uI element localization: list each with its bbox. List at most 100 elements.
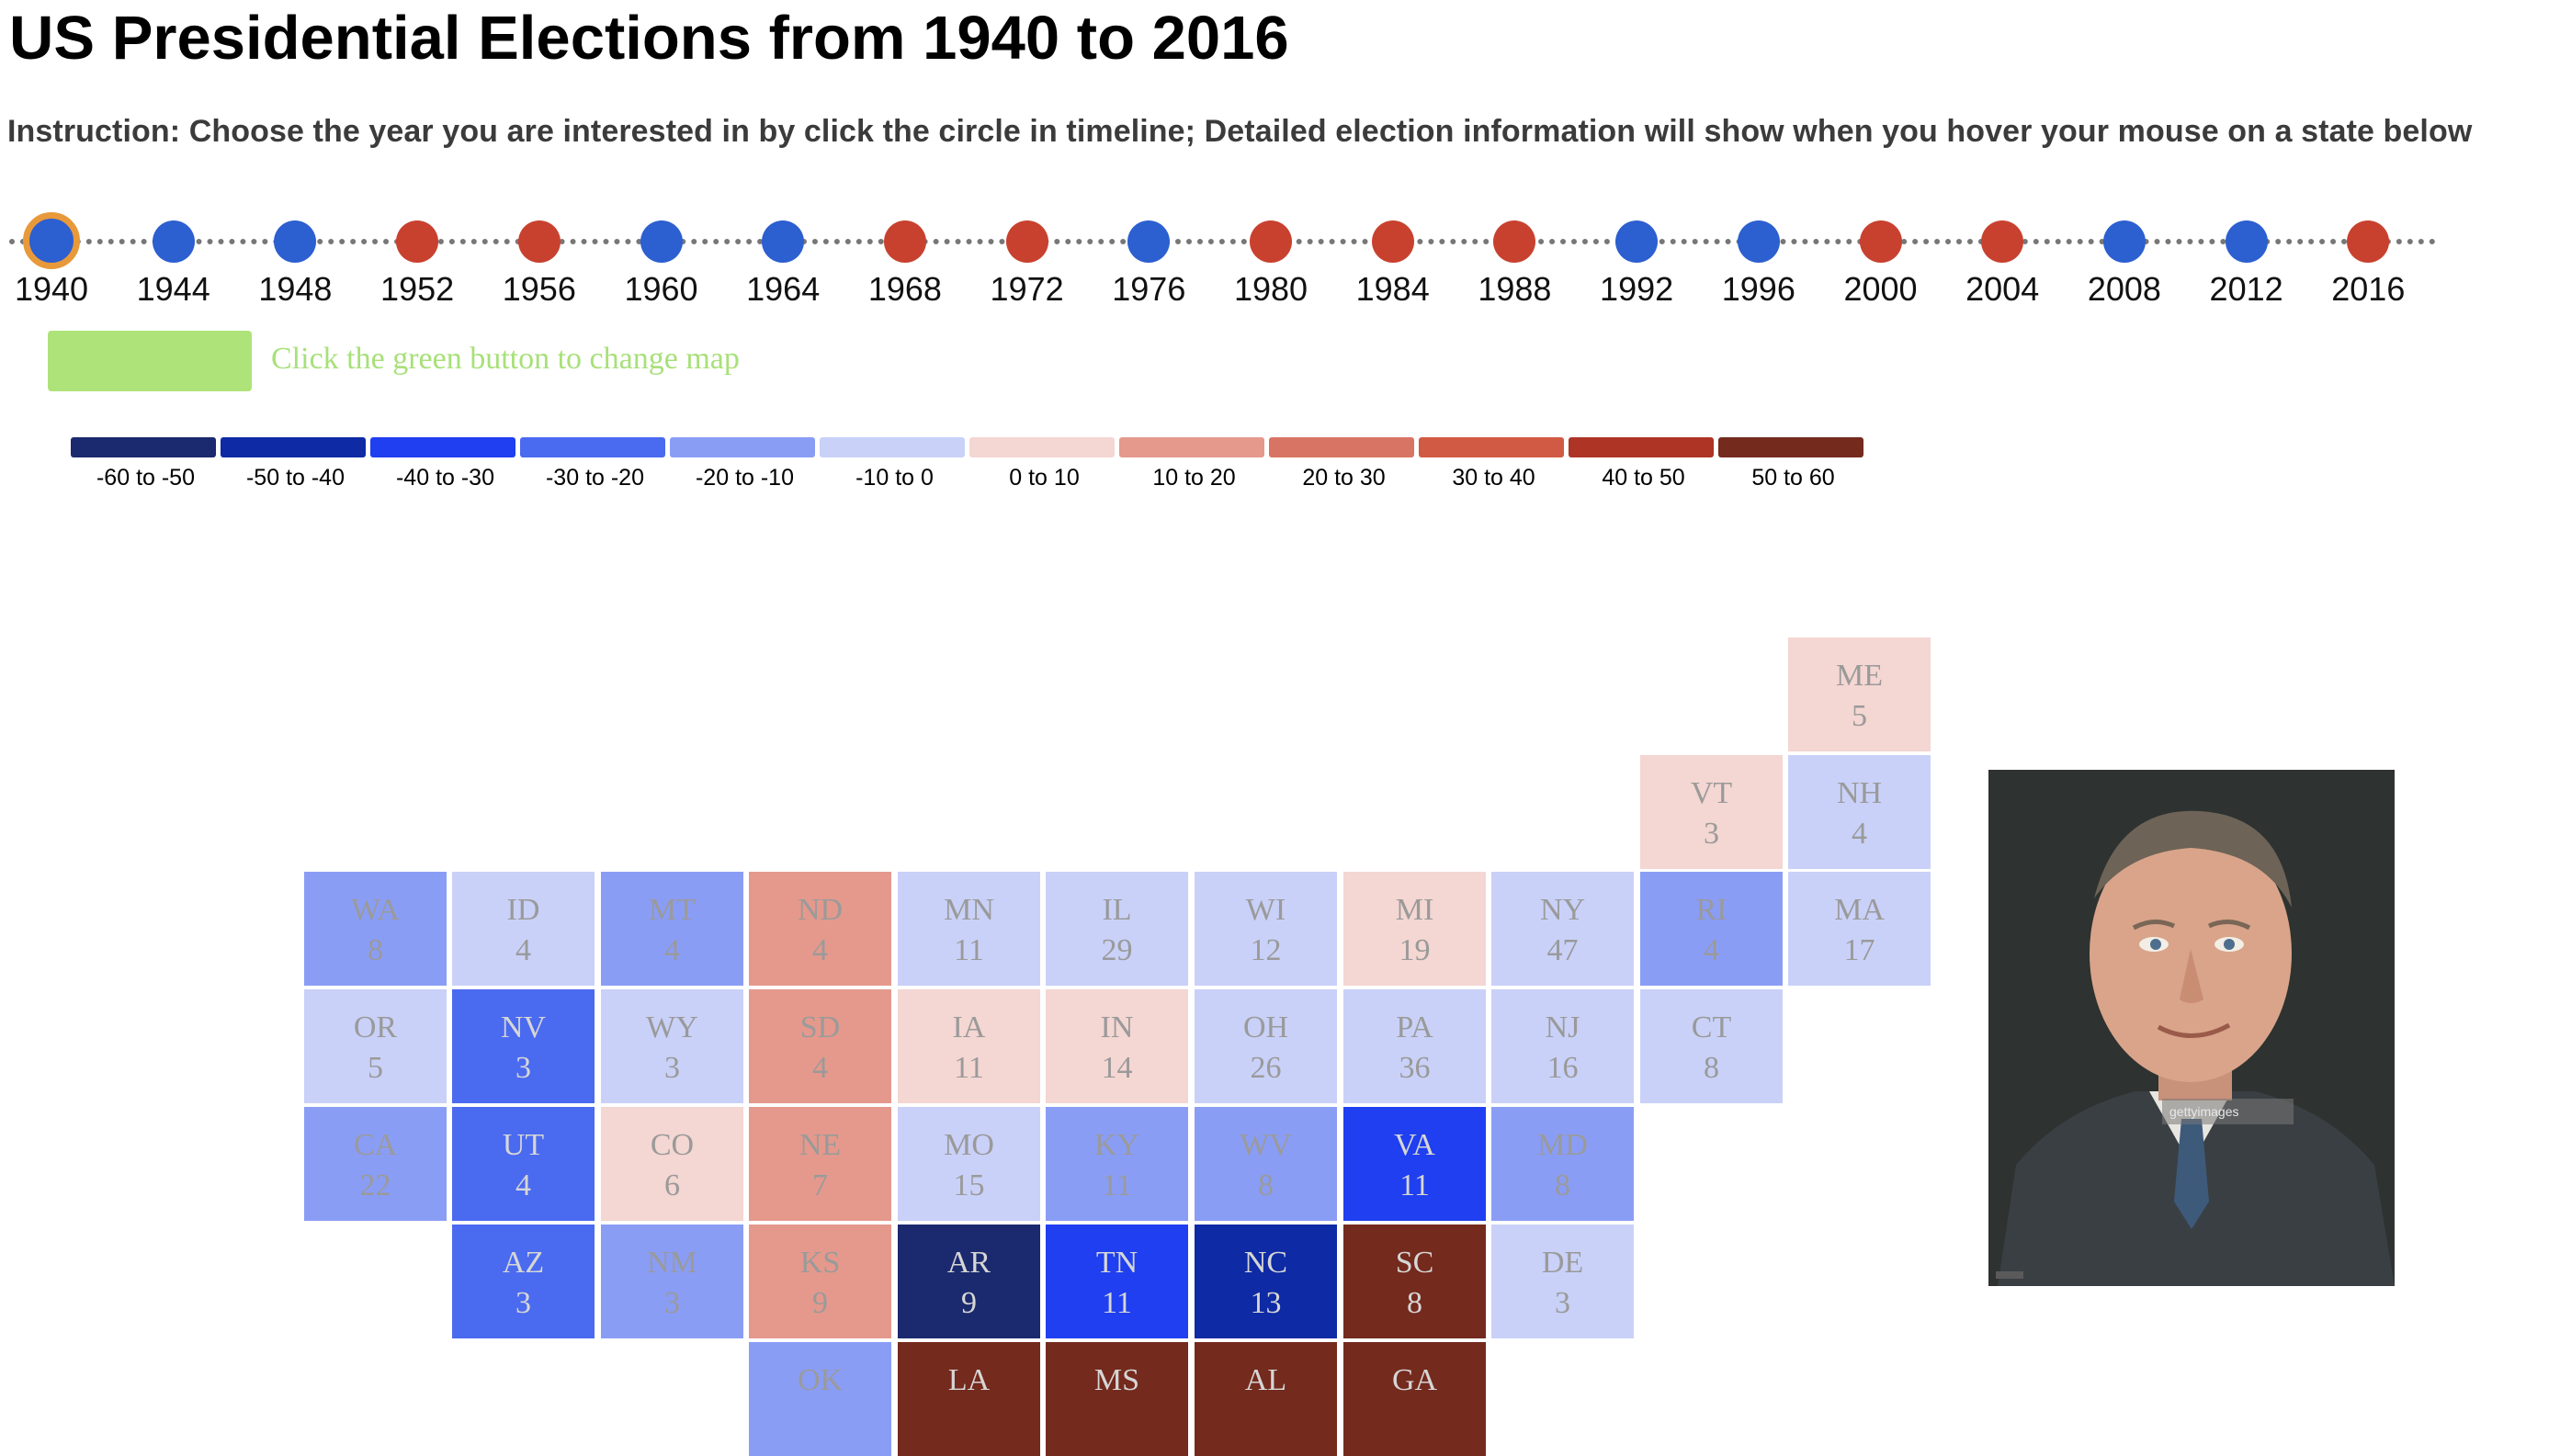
legend-swatch [71, 437, 216, 457]
legend-item: -50 to -40 [221, 437, 370, 491]
state-tile-ar[interactable]: AR 9 [898, 1225, 1040, 1338]
timeline-year-label: 1988 [1478, 270, 1552, 308]
state-tile-nc[interactable]: NC 13 [1195, 1225, 1337, 1338]
timeline-dot-2008[interactable] [2102, 220, 2146, 263]
state-tile-co[interactable]: CO 6 [601, 1107, 743, 1221]
state-tile-ok[interactable]: OK [749, 1342, 891, 1456]
state-electoral-votes: 29 [1101, 933, 1133, 967]
state-tile-wv[interactable]: WV 8 [1195, 1107, 1337, 1221]
state-tile-vt[interactable]: VT 3 [1640, 755, 1783, 869]
legend-item: 10 to 20 [1119, 437, 1269, 491]
state-tile-ct[interactable]: CT 8 [1640, 989, 1783, 1103]
state-electoral-votes: 11 [954, 933, 984, 967]
state-tile-me[interactable]: ME 5 [1788, 638, 1931, 751]
state-abbreviation: NE [799, 1128, 842, 1162]
state-tile-ut[interactable]: UT 4 [452, 1107, 595, 1221]
state-tile-pa[interactable]: PA 36 [1343, 989, 1486, 1103]
state-tile-ky[interactable]: KY 11 [1046, 1107, 1188, 1221]
state-electoral-votes: 4 [515, 933, 531, 967]
timeline-dot-1944[interactable] [152, 220, 195, 263]
state-tile-ca[interactable]: CA 22 [304, 1107, 447, 1221]
state-abbreviation: AZ [502, 1246, 545, 1280]
state-tile-or[interactable]: OR 5 [304, 989, 447, 1103]
legend-swatch [969, 437, 1115, 457]
timeline-dot-1992[interactable] [1615, 220, 1659, 263]
state-tile-la[interactable]: LA [898, 1342, 1040, 1456]
state-tile-ri[interactable]: RI 4 [1640, 872, 1783, 986]
state-tile-nm[interactable]: NM 3 [601, 1225, 743, 1338]
state-tile-sd[interactable]: SD 4 [749, 989, 891, 1103]
timeline-dot-1988[interactable] [1493, 220, 1536, 263]
state-tile-mt[interactable]: MT 4 [601, 872, 743, 986]
state-abbreviation: KY [1093, 1128, 1140, 1162]
state-tile-mo[interactable]: MO 15 [898, 1107, 1040, 1221]
change-map-button[interactable] [48, 331, 252, 391]
state-tile-mi[interactable]: MI 19 [1343, 872, 1486, 986]
state-tile-ny[interactable]: NY 47 [1491, 872, 1634, 986]
state-tile-wa[interactable]: WA 8 [304, 872, 447, 986]
state-tile-va[interactable]: VA 11 [1343, 1107, 1486, 1221]
timeline-year-label: 1960 [624, 270, 698, 308]
state-abbreviation: PA [1396, 1010, 1433, 1044]
state-abbreviation: AR [946, 1246, 991, 1280]
state-tile-az[interactable]: AZ 3 [452, 1225, 595, 1338]
timeline-dot-1996[interactable] [1737, 220, 1780, 263]
timeline-year-label: 2008 [2087, 270, 2161, 308]
state-electoral-votes: 15 [953, 1168, 985, 1202]
state-electoral-votes: 11 [1102, 1286, 1132, 1320]
state-tile-oh[interactable]: OH 26 [1195, 989, 1337, 1103]
state-tile-de[interactable]: DE 3 [1491, 1225, 1634, 1338]
legend-swatch [1419, 437, 1564, 457]
legend-label: 30 to 40 [1452, 465, 1535, 491]
state-tile-nh[interactable]: NH 4 [1788, 755, 1931, 869]
state-electoral-votes: 47 [1546, 933, 1579, 967]
state-tile-nd[interactable]: ND 4 [749, 872, 891, 986]
state-tile-ms[interactable]: MS [1046, 1342, 1188, 1456]
legend-swatch [221, 437, 366, 457]
legend-swatch [1569, 437, 1714, 457]
timeline-dot-1960[interactable] [640, 220, 683, 263]
timeline-dot-2004[interactable] [1981, 220, 2024, 263]
state-abbreviation: SC [1395, 1246, 1434, 1280]
state-tile-id[interactable]: ID 4 [452, 872, 595, 986]
legend-label: 40 to 50 [1602, 465, 1685, 491]
state-electoral-votes: 12 [1250, 933, 1282, 967]
state-tile-ga[interactable]: GA [1343, 1342, 1486, 1456]
state-electoral-votes: 11 [1102, 1168, 1132, 1202]
state-tile-wi[interactable]: WI 12 [1195, 872, 1337, 986]
timeline-year-label: 1948 [258, 270, 333, 308]
timeline-dot-1964[interactable] [762, 220, 805, 263]
state-electoral-votes: 14 [1101, 1051, 1133, 1085]
state-tile-il[interactable]: IL 29 [1046, 872, 1188, 986]
timeline-dot-2000[interactable] [1859, 220, 1902, 263]
timeline-dot-1976[interactable] [1127, 220, 1171, 263]
state-tile-ne[interactable]: NE 7 [749, 1107, 891, 1221]
timeline-dot-2016[interactable] [2347, 220, 2390, 263]
state-tile-in[interactable]: IN 14 [1046, 989, 1188, 1103]
state-tile-ks[interactable]: KS 9 [749, 1225, 891, 1338]
timeline-dot-1952[interactable] [396, 220, 439, 263]
state-electoral-votes: 4 [812, 933, 828, 967]
timeline-dot-1968[interactable] [883, 220, 926, 263]
state-abbreviation: VT [1690, 776, 1733, 810]
legend-label: 0 to 10 [1009, 465, 1080, 491]
state-tile-sc[interactable]: SC 8 [1343, 1225, 1486, 1338]
state-tile-tn[interactable]: TN 11 [1046, 1225, 1188, 1338]
timeline-dot-1980[interactable] [1250, 220, 1292, 263]
state-electoral-votes: 11 [954, 1051, 984, 1085]
state-tile-md[interactable]: MD 8 [1491, 1107, 1634, 1221]
state-tile-mn[interactable]: MN 11 [898, 872, 1040, 986]
state-tile-nv[interactable]: NV 3 [452, 989, 595, 1103]
timeline-dot-1972[interactable] [1005, 220, 1048, 263]
timeline-dot-2012[interactable] [2225, 220, 2268, 263]
state-tile-ia[interactable]: IA 11 [898, 989, 1040, 1103]
timeline-year-label: 1956 [502, 270, 576, 308]
state-tile-ma[interactable]: MA 17 [1788, 872, 1931, 986]
state-tile-al[interactable]: AL [1195, 1342, 1337, 1456]
timeline-dot-1940[interactable] [23, 212, 80, 269]
timeline-dot-1984[interactable] [1371, 220, 1414, 263]
timeline-dot-1948[interactable] [274, 220, 317, 263]
state-tile-nj[interactable]: NJ 16 [1491, 989, 1634, 1103]
state-tile-wy[interactable]: WY 3 [601, 989, 743, 1103]
timeline-dot-1956[interactable] [517, 220, 561, 263]
